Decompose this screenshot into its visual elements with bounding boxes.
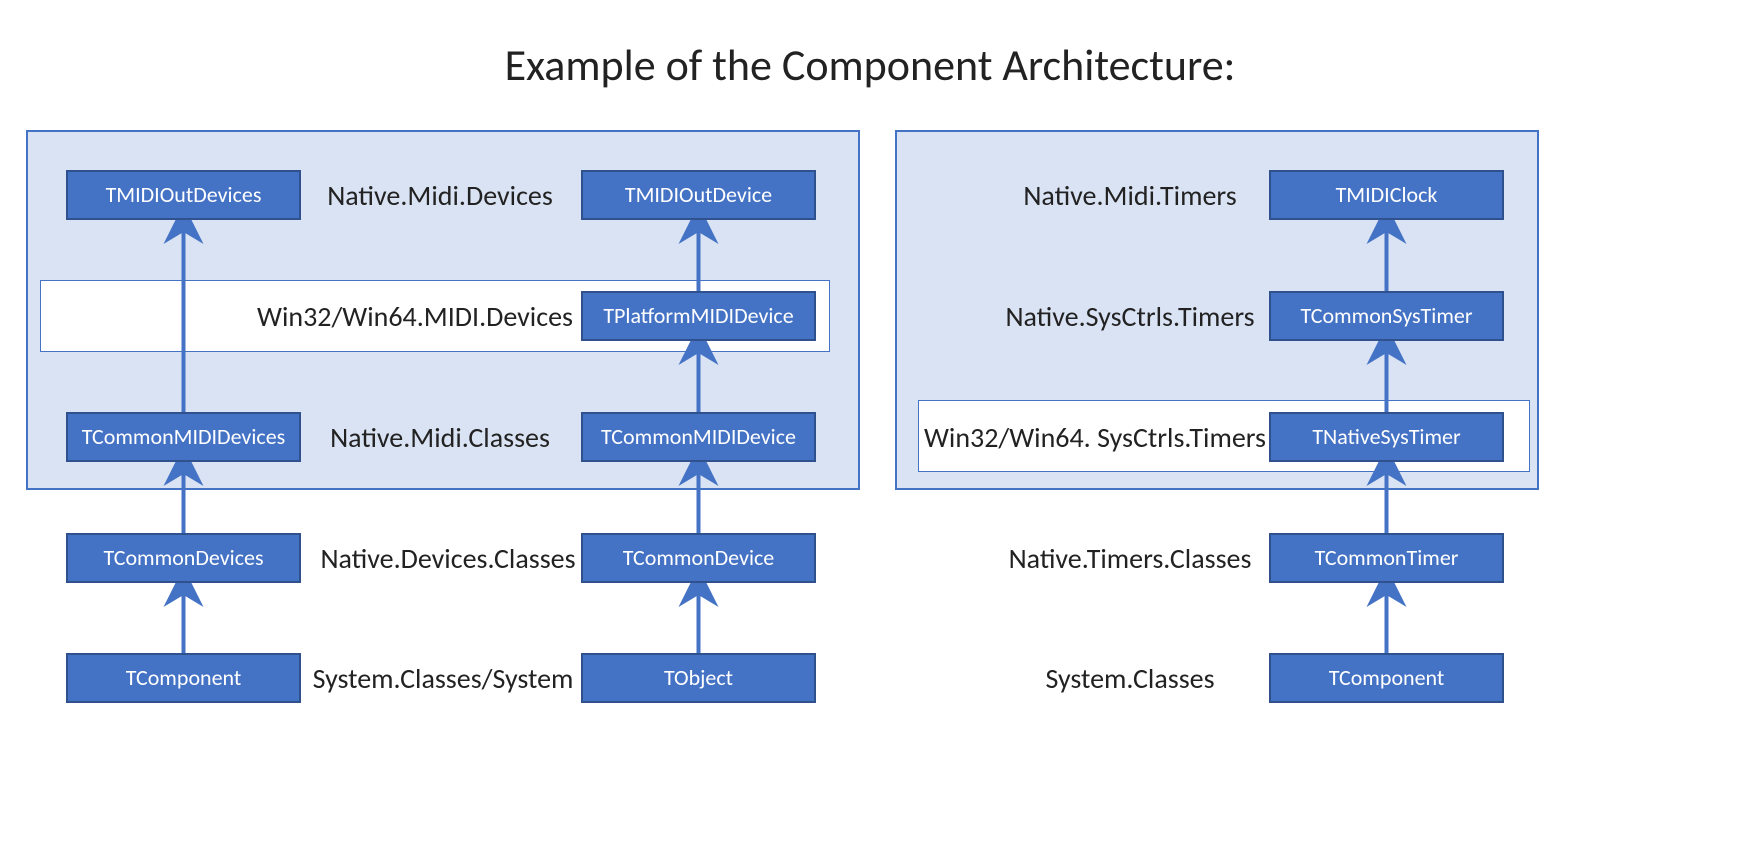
- node-tmidioutdevices: TMIDIOutDevices: [66, 170, 301, 220]
- node-tcomponent-r: TComponent: [1269, 653, 1504, 703]
- label-r-ntc: Native.Timers.Classes: [1009, 541, 1252, 576]
- label-r-w32t: Win32/Win64. SysCtrls.Timers: [924, 420, 1266, 455]
- label-r-nmt: Native.Midi.Timers: [1023, 178, 1236, 213]
- node-tcommondevices: TCommonDevices: [66, 533, 301, 583]
- diagram-title: Example of the Component Architecture:: [0, 38, 1740, 92]
- node-tcommondevice: TCommonDevice: [581, 533, 816, 583]
- label-r-nst: Native.SysCtrls.Timers: [1005, 299, 1254, 334]
- node-tplatformmididevice: TPlatformMIDIDevice: [581, 291, 816, 341]
- label-l-scs: System.Classes/System: [313, 661, 574, 696]
- label-l-ndc: Native.Devices.Classes: [320, 541, 575, 576]
- node-tcommonsystimer: TCommonSysTimer: [1269, 291, 1504, 341]
- label-l-w32d: Win32/Win64.MIDI.Devices: [257, 299, 573, 334]
- label-r-sc: System.Classes: [1045, 661, 1214, 696]
- node-tmidiclock: TMIDIClock: [1269, 170, 1504, 220]
- node-tcommonmididevice: TCommonMIDIDevice: [581, 412, 816, 462]
- node-tnativesystimer: TNativeSysTimer: [1269, 412, 1504, 462]
- node-tcomponent-l: TComponent: [66, 653, 301, 703]
- label-l-nmd: Native.Midi.Devices: [327, 178, 553, 213]
- node-tobject: TObject: [581, 653, 816, 703]
- node-tcommontimer: TCommonTimer: [1269, 533, 1504, 583]
- node-tcommonmididevices: TCommonMIDIDevices: [66, 412, 301, 462]
- label-l-nmc: Native.Midi.Classes: [330, 420, 550, 455]
- node-tmidioutdevice: TMIDIOutDevice: [581, 170, 816, 220]
